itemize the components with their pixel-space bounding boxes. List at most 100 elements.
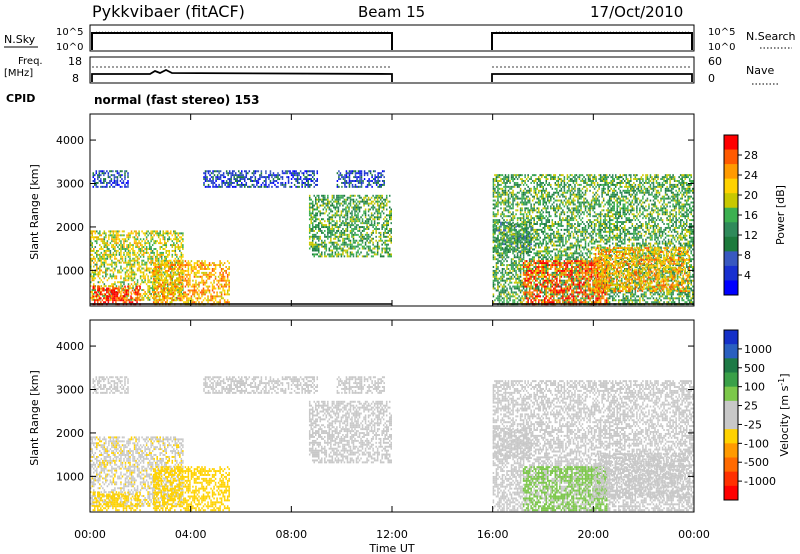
power-cell (174, 234, 177, 237)
power-cell (198, 297, 200, 300)
power-cell (97, 271, 100, 274)
power-cell (534, 230, 537, 233)
power-cell (168, 249, 171, 252)
power-cell (165, 289, 168, 292)
power-cell (533, 228, 535, 231)
power-cell (292, 174, 294, 177)
power-cell (503, 180, 505, 182)
power-cell (98, 287, 101, 290)
power-cell (177, 271, 180, 274)
power-cell (293, 174, 296, 177)
power-cell (97, 253, 100, 256)
power-cell (527, 189, 529, 192)
power-cell (110, 295, 113, 298)
power-cell (162, 238, 164, 241)
power-cell (173, 289, 175, 292)
power-cell (111, 246, 113, 249)
power-cell (135, 232, 137, 235)
power-cell (237, 183, 240, 186)
power-cell (124, 271, 127, 274)
power-cell (99, 230, 101, 233)
power-cell (101, 287, 104, 290)
power-cell (127, 185, 129, 188)
power-cell (357, 251, 359, 254)
power-cell (518, 258, 520, 261)
power-cell (378, 185, 381, 188)
power-cell (512, 266, 514, 268)
power-cell (500, 256, 502, 259)
power-cell (361, 214, 364, 217)
power-cell (372, 206, 374, 209)
power-cell (103, 232, 106, 235)
power-cell (501, 191, 504, 194)
power-cell (195, 266, 197, 268)
power-cell (340, 249, 343, 252)
power-cell (119, 299, 122, 302)
power-cell (94, 183, 96, 186)
power-cell (115, 234, 118, 237)
power-cell (151, 238, 154, 241)
power-cell (265, 178, 267, 181)
power-cell (111, 255, 113, 258)
power-cell (349, 220, 352, 223)
power-cell (331, 194, 334, 197)
power-cell (515, 209, 517, 212)
power-cell (154, 273, 156, 276)
power-cell (336, 247, 338, 250)
power-cell (114, 267, 116, 270)
power-cell (103, 172, 105, 175)
power-cell (228, 262, 230, 265)
power-cell (310, 228, 312, 230)
power-cell (90, 248, 92, 250)
power-cell (136, 238, 139, 241)
power-cell (169, 293, 172, 296)
power-cell (151, 296, 154, 299)
power-cell (256, 183, 258, 186)
power-cell (99, 248, 101, 250)
power-cell (500, 215, 502, 218)
power-cell (223, 299, 226, 302)
power-cell (536, 187, 538, 190)
power-cell (150, 240, 152, 243)
power-cell (360, 172, 363, 175)
power-cell (528, 244, 531, 247)
power-cell (141, 296, 143, 299)
power-cell (364, 216, 367, 219)
power-cell (336, 243, 338, 246)
power-cell (250, 178, 252, 181)
power-cell (130, 263, 133, 266)
power-cell (192, 291, 194, 294)
power-cell (316, 231, 319, 234)
power-cell (123, 283, 125, 286)
power-cell (518, 197, 520, 200)
power-cell (328, 220, 331, 223)
power-cell (357, 200, 359, 203)
power-cell (170, 238, 172, 241)
power-cell (168, 269, 170, 272)
power-cell (348, 174, 351, 177)
power-cell (379, 202, 382, 205)
power-cell (528, 297, 531, 300)
power-cell (351, 210, 353, 213)
power-cell (139, 238, 142, 241)
power-cell (163, 232, 166, 235)
power-cell (324, 202, 326, 205)
power-cell (96, 236, 98, 239)
power-cell (127, 183, 129, 186)
power-cell (360, 233, 362, 236)
power-cell (150, 257, 152, 260)
power-cell (500, 201, 502, 204)
power-cell (506, 293, 508, 296)
power-cell (522, 191, 525, 194)
power-cell (167, 230, 169, 233)
power-cell (509, 297, 511, 300)
power-cell (497, 297, 499, 300)
power-cell (512, 295, 514, 298)
power-cell (503, 291, 505, 294)
power-cell (132, 232, 134, 235)
power-cell (513, 250, 516, 253)
power-cell (501, 269, 504, 272)
power-cell (160, 277, 163, 280)
power-cell (118, 297, 120, 300)
power-cell (492, 215, 495, 218)
